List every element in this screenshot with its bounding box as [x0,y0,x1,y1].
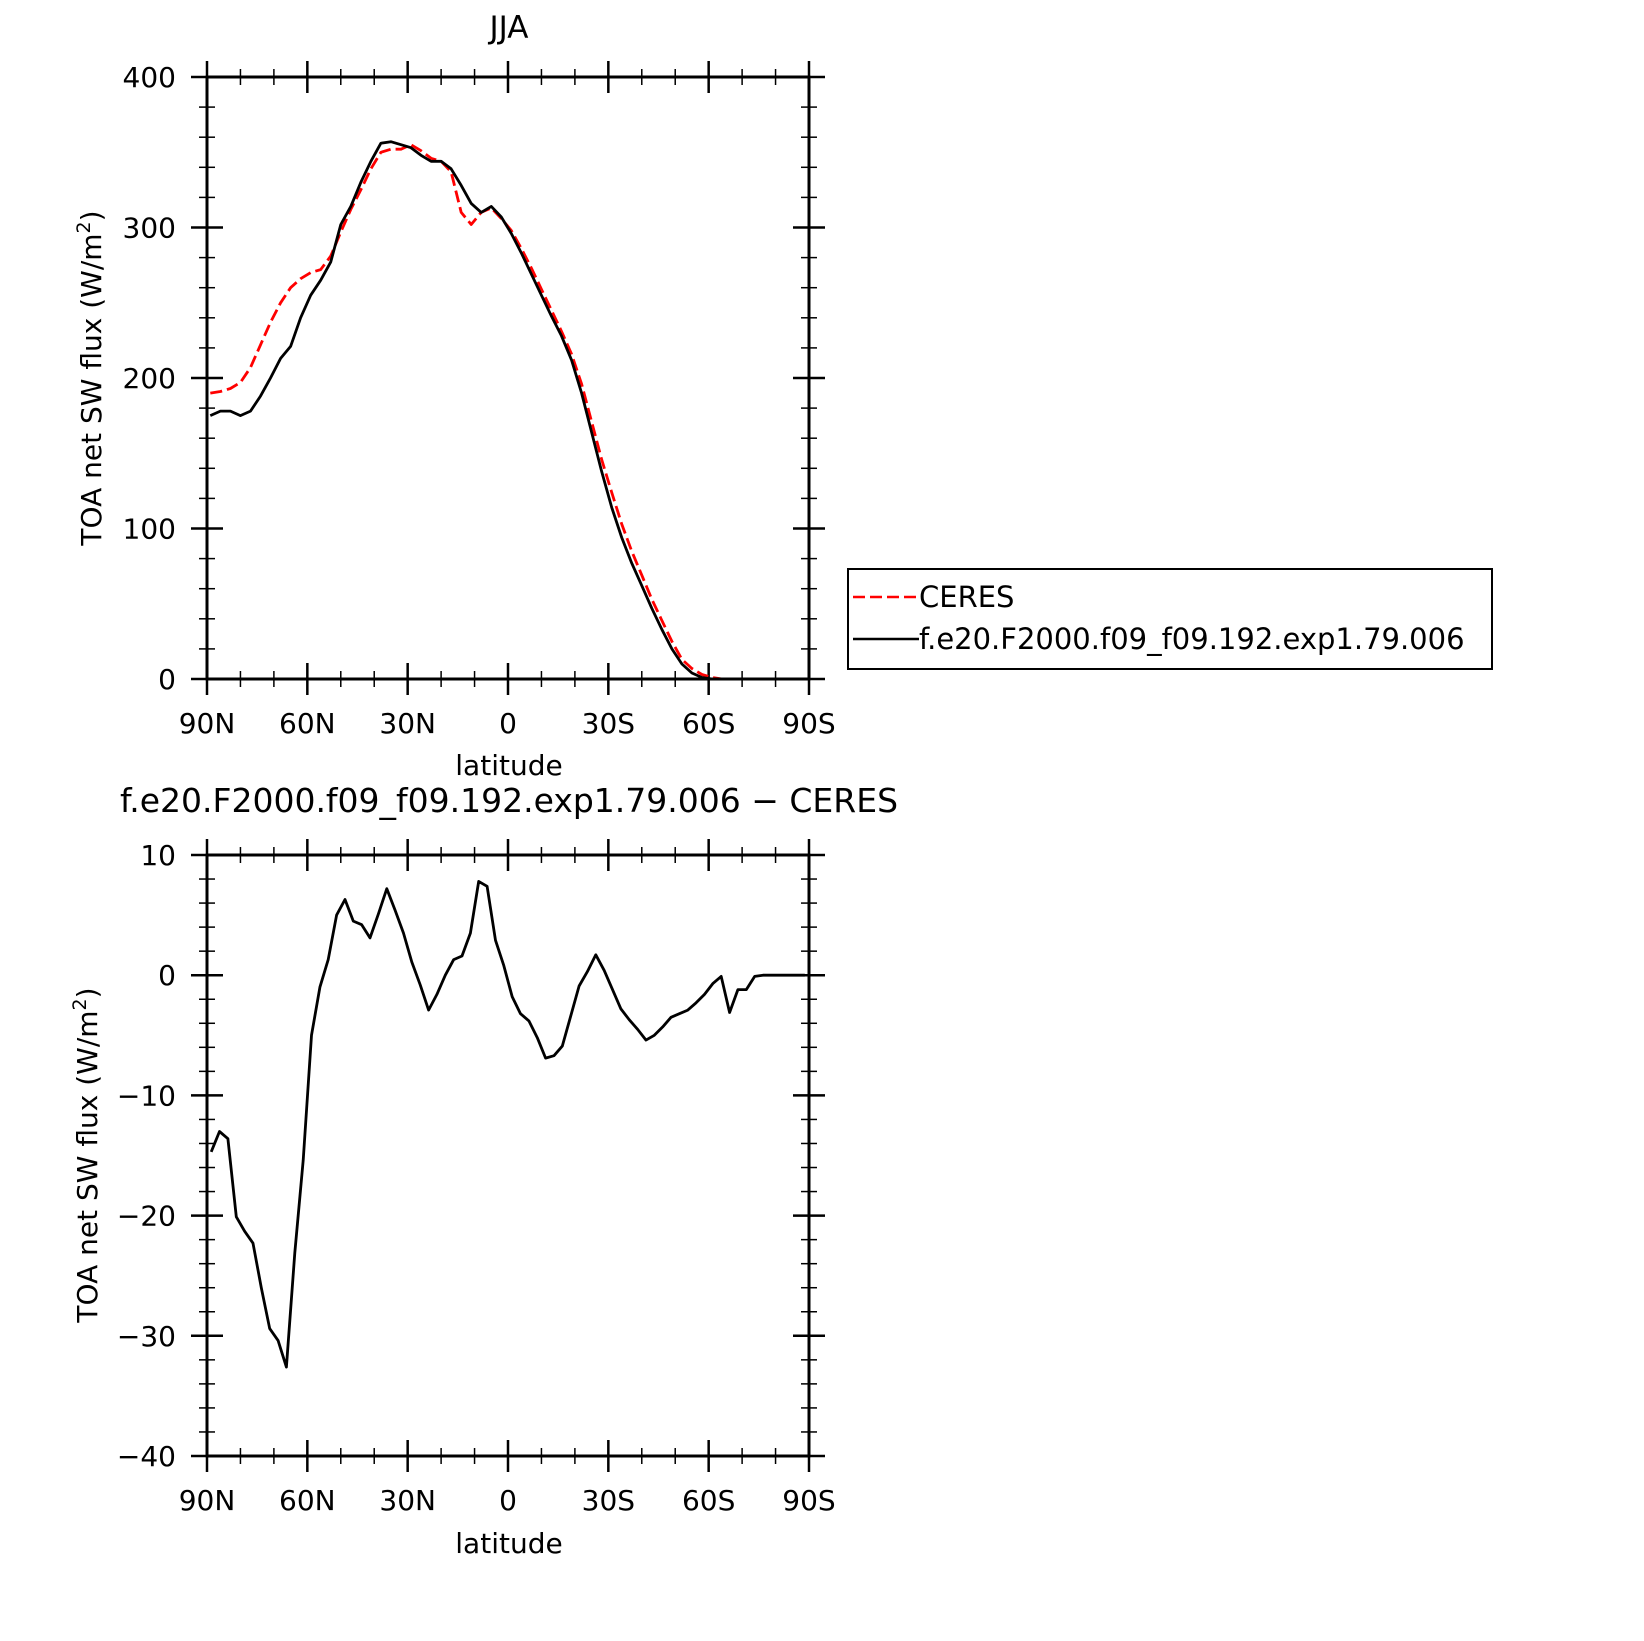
top-x-tick-label: 90S [782,707,835,740]
top-y-tick-label: 200 [123,362,176,395]
bottom-y-tick-label: 0 [158,959,176,992]
top-x-tick-label: 60N [279,707,336,740]
bottom-x-tick-label: 60S [682,1484,735,1517]
top-panel: JJA 0 100 200 300 400 90N 60N 30N 0 30S 60S 90S la… [73,10,836,782]
top-x-tick-labels: 90N 60N 30N 0 30S 60S 90S [179,707,836,740]
top-series-line-ceres [210,143,806,681]
bottom-x-tick-label: 30N [379,1484,436,1517]
top-x-axis-label: latitude [455,749,562,782]
bottom-x-tick-labels: 90N 60N 30N 0 30S 60S 90S [179,1484,836,1517]
bottom-y-tick-label: 10 [140,839,176,872]
bottom-y-tick-label: −10 [117,1079,176,1112]
top-y-tick-label: 400 [123,61,176,94]
top-x-tick-label: 30N [379,707,436,740]
bottom-ticks [191,839,825,1472]
bottom-series-line-diff-0 [209,880,805,1369]
bottom-y-axis-label-sup: 2 [69,998,91,1010]
top-y-axis-label: TOA net SW flux (W/m2) [73,210,108,546]
bottom-y-tick-label: −20 [117,1200,176,1233]
top-plot-frame [205,75,811,681]
top-x-tick-label: 90N [179,707,236,740]
top-series-line-f-e20-f2000-f09-f09-192-exp1-79-006 [209,140,806,681]
legend-label-model: f.e20.F2000.f09_f09.192.exp1.79.006 [919,622,1465,656]
bottom-x-tick-label: 90N [179,1484,236,1517]
legend-box [847,568,1493,670]
bottom-x-tick-label: 0 [499,1484,517,1517]
top-x-tick-label: 30S [582,707,635,740]
legend-label-ceres: CERES [919,580,1014,614]
top-ticks [191,61,825,695]
top-y-tick-label: 300 [123,212,176,245]
bottom-y-axis-label: TOA net SW flux (W/m2) [69,987,104,1323]
legend: CERES f.e20.F2000.f09_f09.192.exp1.79.00… [847,568,1493,670]
bottom-y-tick-labels: 10 0 −10 −20 −30 −40 [117,839,176,1473]
top-y-axis-label-main: TOA net SW flux (W/m [75,233,108,546]
top-chart-title: JJA [488,10,529,46]
top-x-tick-label: 60S [682,707,735,740]
bottom-y-tick-label: −30 [117,1320,176,1353]
bottom-x-axis-label: latitude [455,1527,562,1560]
bottom-series-lines [209,880,805,1369]
top-y-axis-label-sup: 2 [73,221,95,233]
bottom-x-tick-label: 90S [782,1484,835,1517]
top-y-axis-label-close: ) [75,210,108,221]
top-series-lines [209,140,806,681]
bottom-chart-title: f.e20.F2000.f09_f09.192.exp1.79.006 − CE… [120,781,898,820]
top-y-tick-label: 0 [158,663,176,696]
top-y-tick-label: 100 [123,513,176,546]
bottom-plot-frame [205,853,811,1458]
bottom-x-tick-label: 30S [582,1484,635,1517]
top-x-tick-label: 0 [499,707,517,740]
bottom-y-axis-label-main: TOA net SW flux (W/m [71,1010,104,1323]
bottom-panel: f.e20.F2000.f09_f09.192.exp1.79.006 − CE… [69,781,898,1560]
bottom-y-axis-label-close: ) [71,987,104,998]
bottom-x-tick-label: 60N [279,1484,336,1517]
top-y-tick-labels: 0 100 200 300 400 [123,61,176,696]
bottom-y-tick-label: −40 [117,1440,176,1473]
